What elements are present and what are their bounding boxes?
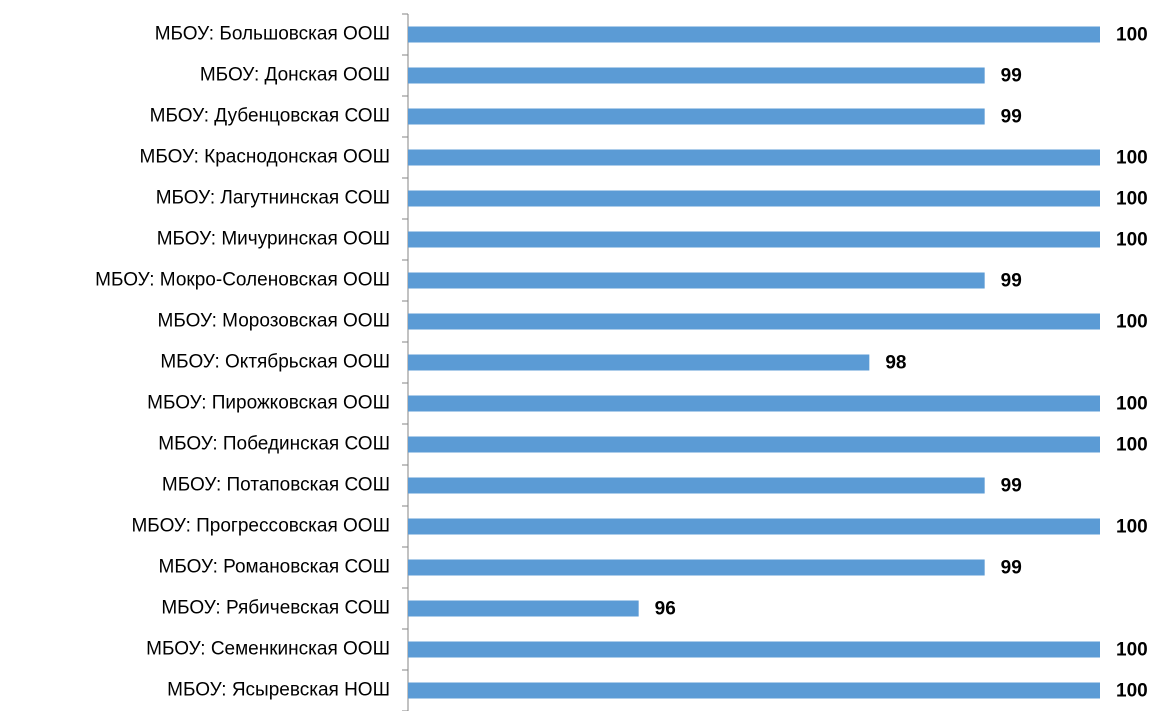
bar xyxy=(408,108,985,125)
category-label: МБОУ: Дубенцовская СОШ xyxy=(150,106,390,127)
category-label: МБОУ: Потаповская СОШ xyxy=(162,475,390,496)
bar xyxy=(408,149,1100,166)
data-label: 100 xyxy=(1116,640,1148,661)
category-label: МБОУ: Морозовская ООШ xyxy=(158,311,390,332)
data-label: 100 xyxy=(1116,681,1148,702)
data-label: 98 xyxy=(885,353,906,374)
category-label: МБОУ: Октябрьская ООШ xyxy=(160,352,390,373)
data-label: 100 xyxy=(1116,517,1148,538)
bar xyxy=(408,477,985,494)
bar xyxy=(408,559,985,576)
data-label: 99 xyxy=(1001,107,1022,128)
category-label: МБОУ: Мокро-Соленовская ООШ xyxy=(95,270,390,291)
data-label: 100 xyxy=(1116,25,1148,46)
bar xyxy=(408,67,985,84)
bar xyxy=(408,26,1100,43)
data-label: 99 xyxy=(1001,271,1022,292)
bar xyxy=(408,641,1100,658)
category-label: МБОУ: Мичуринская ООШ xyxy=(157,229,390,250)
category-label: МБОУ: Пирожковская ООШ xyxy=(147,393,390,414)
data-label: 99 xyxy=(1001,476,1022,497)
category-label: МБОУ: Краснодонская ООШ xyxy=(140,147,390,168)
data-label: 100 xyxy=(1116,189,1148,210)
data-label: 100 xyxy=(1116,148,1148,169)
data-label: 100 xyxy=(1116,312,1148,333)
bar xyxy=(408,313,1100,330)
category-label: МБОУ: Семенкинская ООШ xyxy=(146,639,390,660)
data-label: 100 xyxy=(1116,394,1148,415)
category-label: МБОУ: Ясыревская НОШ xyxy=(167,680,390,701)
bar xyxy=(408,682,1100,699)
category-label: МБОУ: Рябичевская СОШ xyxy=(161,598,390,619)
category-label: МБОУ: Прогрессовская ООШ xyxy=(131,516,390,537)
bar xyxy=(408,354,870,371)
data-label: 100 xyxy=(1116,435,1148,456)
data-label: 99 xyxy=(1001,558,1022,579)
bar xyxy=(408,436,1100,453)
bar xyxy=(408,600,639,617)
data-label: 99 xyxy=(1001,66,1022,87)
bar xyxy=(408,231,1100,248)
bar xyxy=(408,518,1100,535)
bar xyxy=(408,395,1100,412)
bar xyxy=(408,272,985,289)
bar xyxy=(408,190,1100,207)
data-label: 96 xyxy=(655,599,676,620)
data-label: 100 xyxy=(1116,230,1148,251)
category-label: МБОУ: Побединская СОШ xyxy=(158,434,390,455)
category-label: МБОУ: Лагутнинская СОШ xyxy=(156,188,390,209)
category-label: МБОУ: Большовская ООШ xyxy=(155,24,390,45)
category-label: МБОУ: Донская ООШ xyxy=(200,65,390,86)
category-label: МБОУ: Романовская СОШ xyxy=(159,557,391,578)
